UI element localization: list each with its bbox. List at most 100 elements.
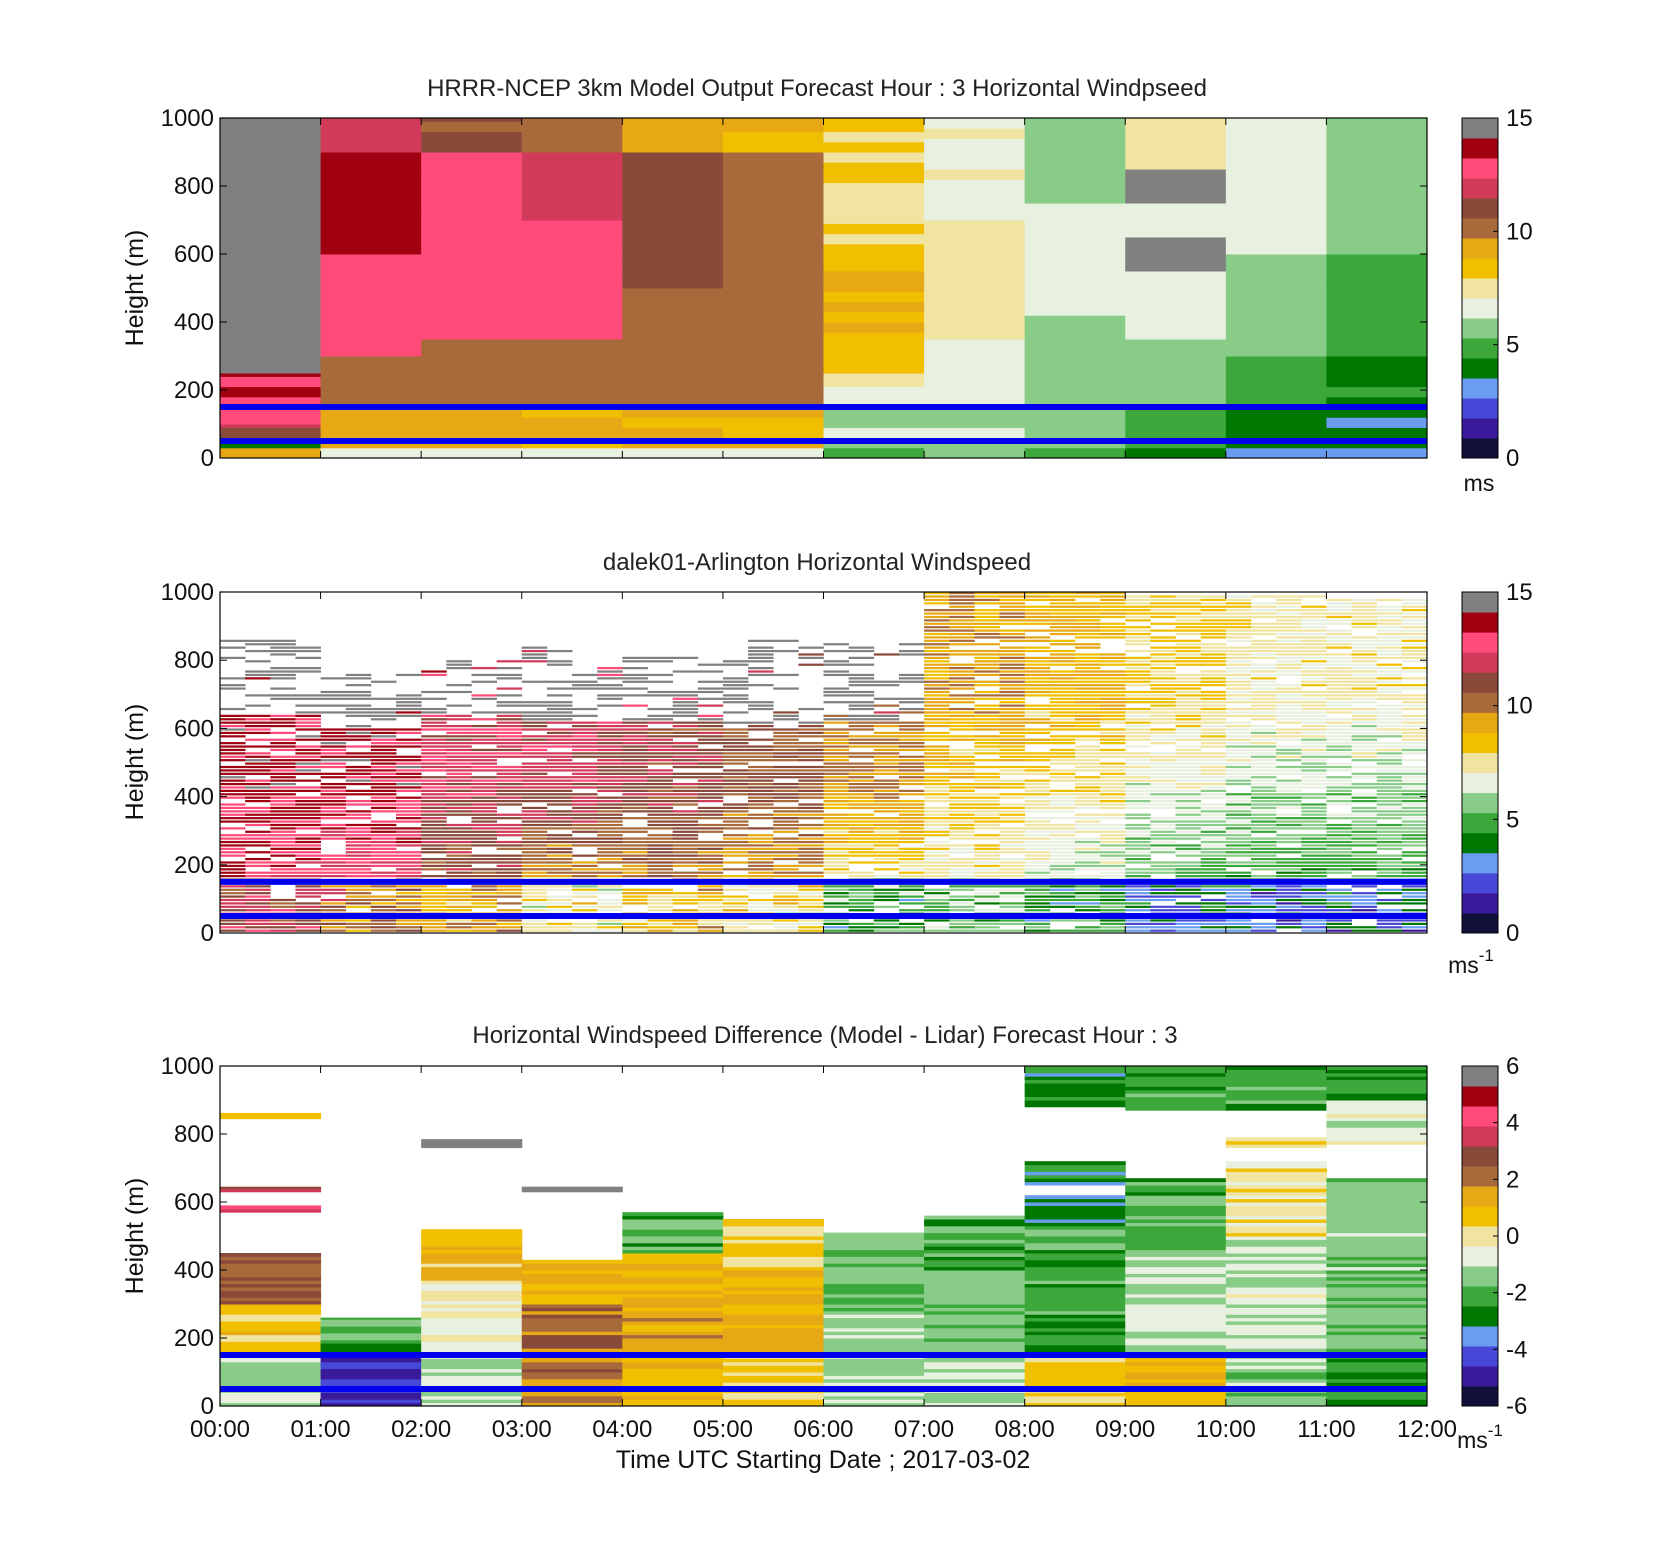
heatmap-cell: [421, 1314, 523, 1319]
heatmap-cell: [873, 810, 900, 813]
heatmap-cell: [1276, 926, 1302, 929]
heatmap-cell: [220, 301, 322, 313]
heatmap-cell: [546, 752, 573, 755]
heatmap-cell: [873, 772, 900, 775]
heatmap-cell: [521, 118, 623, 122]
heatmap-cell: [823, 847, 850, 850]
heatmap-cell: [924, 345, 1026, 357]
heatmap-cell: [345, 673, 372, 677]
heatmap-cell: [320, 203, 422, 214]
heatmap-cell: [697, 687, 724, 690]
heatmap-cell: [1049, 643, 1076, 646]
heatmap-cell: [220, 810, 246, 813]
heatmap-cell: [622, 926, 648, 929]
heatmap-cell: [1326, 837, 1352, 840]
heatmap-cell: [1250, 810, 1277, 813]
heatmap-cell: [1225, 813, 1252, 816]
heatmap-cell: [1326, 728, 1352, 731]
heatmap-cell: [1351, 742, 1378, 745]
heatmap-cell: [421, 298, 523, 309]
heatmap-cell: [320, 803, 347, 806]
heatmap-cell: [220, 1208, 322, 1213]
heatmap-cell: [1100, 714, 1126, 717]
heatmap-cell: [974, 656, 1000, 659]
heatmap-cell: [220, 861, 246, 864]
heatmap-cell: [1276, 759, 1302, 762]
heatmap-cell: [1125, 782, 1151, 786]
heatmap-cell: [848, 803, 875, 806]
heatmap-cell: [848, 772, 875, 775]
heatmap-cell: [1301, 636, 1327, 639]
heatmap-cell: [295, 667, 321, 670]
heatmap-cell: [1326, 1361, 1428, 1366]
heatmap-cell: [1175, 854, 1202, 857]
heatmap-cell: [873, 782, 900, 786]
heatmap-cell: [1175, 789, 1202, 792]
heatmap-cell: [1401, 840, 1428, 844]
heatmap-cell: [622, 929, 648, 932]
heatmap-cell: [1175, 782, 1202, 786]
heatmap-cell: [270, 769, 296, 772]
heatmap-cell: [798, 742, 824, 745]
heatmap-cell: [622, 762, 648, 765]
heatmap-cell: [1100, 629, 1126, 632]
heatmap-cell: [1326, 789, 1352, 792]
heatmap-cell: [1125, 1368, 1227, 1373]
heatmap-cell: [220, 240, 322, 252]
heatmap-cell: [672, 844, 699, 847]
heatmap-cell: [1100, 718, 1126, 721]
heatmap-cell: [823, 332, 925, 343]
heatmap-cell: [1074, 782, 1101, 786]
heatmap-cell: [1250, 748, 1277, 752]
heatmap-cell: [848, 820, 875, 823]
heatmap-cell: [1200, 871, 1227, 874]
heatmap-cell: [1049, 718, 1076, 721]
heatmap-cell: [672, 701, 699, 704]
heatmap-cell: [697, 738, 724, 741]
heatmap-cell: [1100, 677, 1126, 680]
heatmap-cell: [1376, 926, 1403, 929]
heatmap-cell: [446, 724, 472, 728]
heatmap-cell: [697, 762, 724, 765]
heatmap-cell: [1049, 663, 1076, 666]
heatmap-cell: [1175, 684, 1202, 687]
heatmap-cell: [622, 759, 648, 762]
colorbar-swatch: [1462, 1286, 1498, 1307]
heatmap-cell: [1326, 667, 1352, 670]
heatmap-cell: [647, 745, 674, 748]
heatmap-cell: [597, 813, 623, 816]
heatmap-cell: [1351, 605, 1378, 608]
heatmap-cell: [1326, 687, 1352, 690]
heatmap-cell: [1150, 765, 1176, 769]
heatmap-cell: [748, 885, 774, 888]
heatmap-cell: [622, 796, 648, 799]
heatmap-cell: [823, 1259, 925, 1264]
heatmap-cell: [1351, 782, 1378, 786]
heatmap-cell: [823, 820, 850, 823]
heatmap-cell: [521, 1314, 623, 1319]
heatmap-cell: [396, 919, 422, 922]
heatmap-cell: [1351, 800, 1378, 803]
heatmap-cell: [572, 728, 598, 731]
heatmap-cell: [1024, 649, 1051, 653]
heatmap-cell: [270, 759, 296, 762]
heatmap-cell: [1175, 827, 1202, 830]
heatmap-cell: [1125, 898, 1151, 902]
colorbar-swatch: [1462, 812, 1498, 834]
y-tick-label: 600: [174, 241, 214, 268]
heatmap-cell: [1125, 834, 1151, 837]
heatmap-cell: [521, 1334, 623, 1339]
heatmap-cell: [1125, 260, 1227, 272]
heatmap-cell: [622, 1225, 724, 1230]
heatmap-cell: [396, 779, 422, 782]
heatmap-cell: [270, 922, 296, 925]
heatmap-cell: [1125, 684, 1151, 687]
heatmap-cell: [345, 728, 372, 731]
heatmap-cell: [622, 728, 648, 731]
heatmap-cell: [1376, 762, 1403, 765]
heatmap-cell: [748, 851, 774, 854]
heatmap-cell: [1225, 759, 1252, 762]
heatmap-cell: [1150, 868, 1176, 871]
heatmap-cell: [1125, 298, 1227, 309]
heatmap-cell: [622, 772, 648, 775]
